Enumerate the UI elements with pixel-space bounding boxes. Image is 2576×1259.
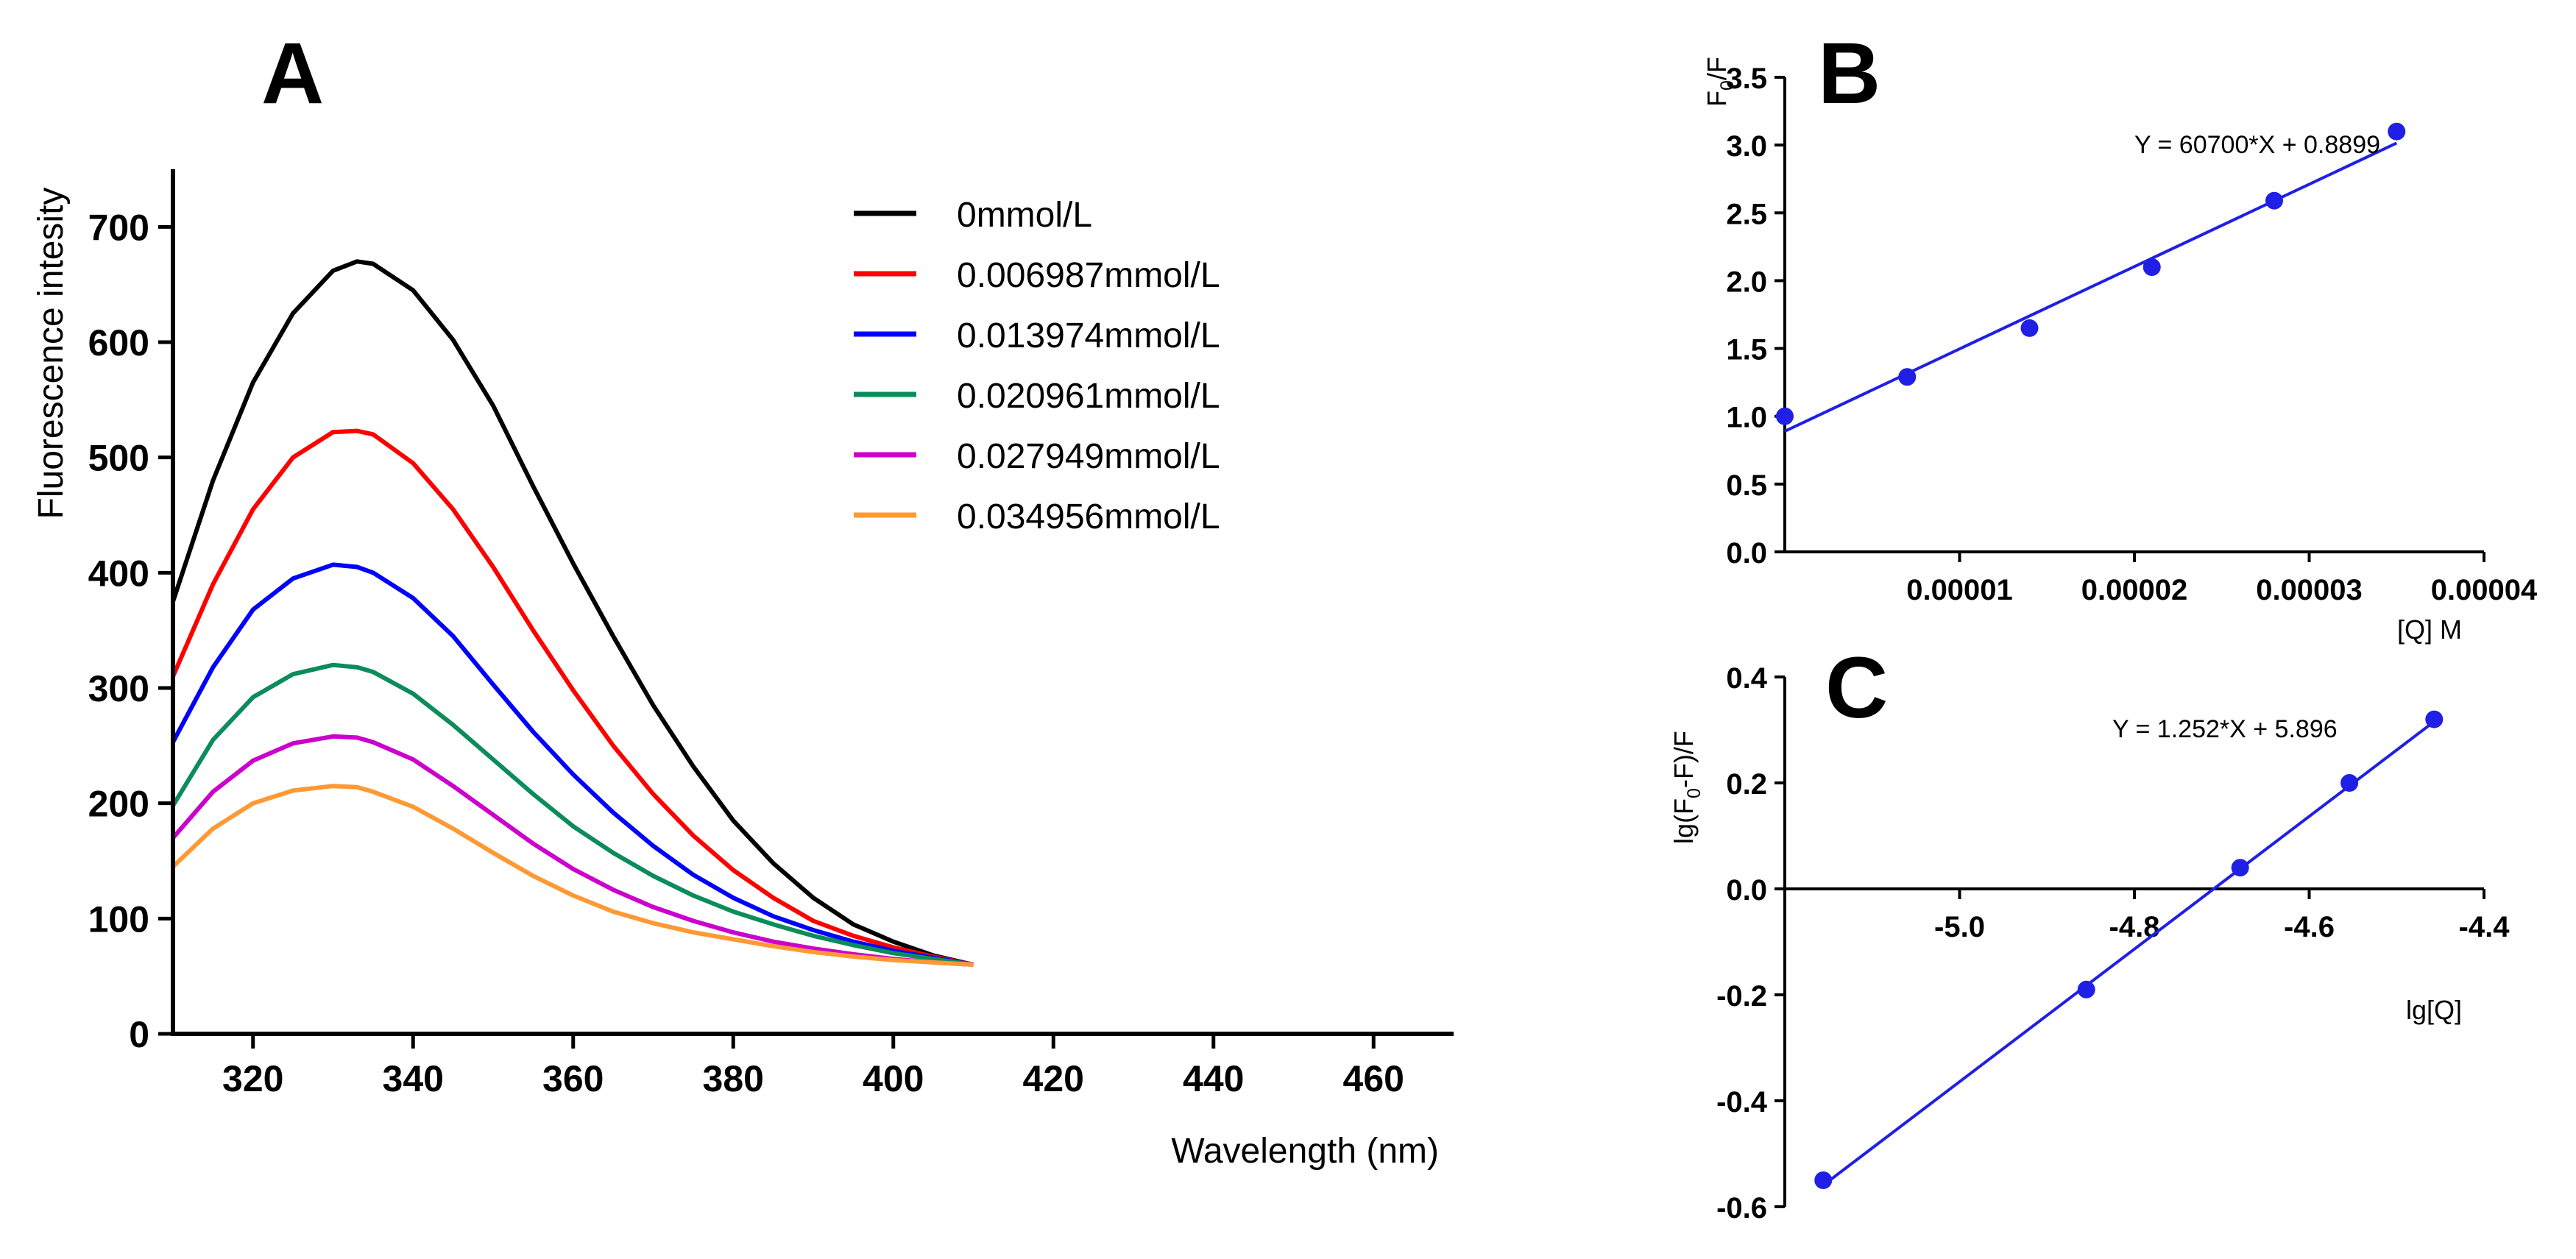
legend-label-5: 0.034956mmol/L bbox=[957, 497, 1220, 536]
series-line-1 bbox=[171, 428, 974, 967]
chart-b-ylabel-main: F bbox=[1702, 91, 1732, 107]
c-x-tick-label-3: -4.4 bbox=[2459, 911, 2510, 943]
chart-a-legend: 0mmol/L 0.006987mmol/L 0.013974mmol/L 0.020… bbox=[854, 196, 1220, 536]
b-x-tick-label-1: 0.00002 bbox=[2081, 574, 2188, 606]
chart-c-equation: Y = 1.252*X + 5.896 bbox=[2112, 715, 2338, 743]
panel-label-c: C bbox=[1825, 639, 1888, 737]
chart-b-xlabel: [Q] M bbox=[2397, 614, 2462, 645]
series-line-4 bbox=[171, 734, 974, 967]
chart-b-point-3 bbox=[2142, 258, 2161, 276]
c-y-tick-label-0: -0.6 bbox=[1716, 1192, 1767, 1224]
chart-b-point-0 bbox=[1776, 407, 1794, 425]
b-y-tick-label-4: 2.0 bbox=[1726, 266, 1767, 298]
y-tick-label-0: 0 bbox=[129, 1014, 149, 1055]
legend-label-2: 0.013974mmol/L bbox=[957, 316, 1220, 355]
chart-c-points bbox=[1814, 710, 2444, 1189]
b-y-tick-label-6: 3.0 bbox=[1726, 130, 1767, 163]
chart-b-ylabel-tail: /F bbox=[1702, 57, 1732, 80]
b-y-tick-label-7: 3.5 bbox=[1726, 63, 1767, 95]
legend-label-3: 0.020961mmol/L bbox=[957, 377, 1220, 416]
chart-a-axes: 320 340 360 380 400 420 440 460 0 100 200 300 400 500… bbox=[88, 169, 1454, 1099]
chart-b-point-4 bbox=[2265, 191, 2283, 210]
chart-b-ylabel-sub: 0 bbox=[1717, 80, 1738, 91]
chart-b-points bbox=[1776, 122, 2406, 425]
y-tick-label-3: 300 bbox=[88, 668, 149, 709]
chart-c-point-1 bbox=[2077, 980, 2095, 999]
x-tick-label-6: 440 bbox=[1183, 1058, 1244, 1099]
c-y-tick-label-1: -0.4 bbox=[1716, 1086, 1768, 1118]
chart-b-equation: Y = 60700*X + 0.8899 bbox=[2134, 131, 2380, 159]
y-tick-label-7: 700 bbox=[88, 207, 149, 248]
c-y-tick-label-5: 0.4 bbox=[1726, 662, 1767, 695]
legend-label-1: 0.006987mmol/L bbox=[957, 256, 1220, 295]
y-tick-label-4: 400 bbox=[88, 553, 149, 594]
series-line-3 bbox=[171, 662, 974, 967]
y-tick-label-5: 500 bbox=[88, 438, 149, 479]
chart-b-point-5 bbox=[2388, 122, 2406, 141]
b-y-tick-label-2: 1.0 bbox=[1726, 402, 1767, 434]
y-tick-label-6: 600 bbox=[88, 322, 149, 363]
chart-b-ylabel: F0/F bbox=[1702, 57, 1738, 107]
chart-a-ylabel: Fluorescence intesity bbox=[32, 188, 71, 519]
x-tick-label-0: 320 bbox=[222, 1058, 283, 1099]
chart-c-ylabel-main: lg(F bbox=[1669, 798, 1699, 844]
b-y-tick-label-0: 0.0 bbox=[1726, 537, 1767, 570]
chart-c-fit-line bbox=[1822, 720, 2435, 1187]
chart-b-axes: 0.0 0.5 1.0 1.5 2.0 2.5 3.0 3.5 0.00001 0.00002 0.… bbox=[1726, 63, 2538, 606]
chart-b-point-1 bbox=[1898, 368, 1917, 386]
chart-c-ylabel-sub: 0 bbox=[1684, 788, 1705, 798]
x-tick-label-4: 400 bbox=[863, 1058, 924, 1099]
chart-c-point-3 bbox=[2340, 774, 2359, 792]
chart-c-point-4 bbox=[2425, 710, 2444, 728]
x-tick-label-3: 380 bbox=[703, 1058, 764, 1099]
c-y-tick-label-2: -0.2 bbox=[1716, 980, 1767, 1012]
panel-label-b: B bbox=[1818, 25, 1880, 122]
series-line-2 bbox=[171, 562, 974, 967]
chart-c: -0.6 -0.4 -0.2 0.0 0.2 0.4 -5.0 -4.8 -4.6 -4.4 Y … bbox=[1669, 662, 2510, 1224]
chart-a-series bbox=[171, 259, 974, 967]
chart-a: 320 340 360 380 400 420 440 460 0 100 200 300 400 500… bbox=[32, 169, 1454, 1171]
chart-b-point-2 bbox=[2020, 319, 2039, 337]
chart-a-xlabel: Wavelength (nm) bbox=[1171, 1132, 1439, 1171]
chart-c-axes: -0.6 -0.4 -0.2 0.0 0.2 0.4 -5.0 -4.8 -4.6 -4.4 bbox=[1716, 662, 2510, 1224]
b-x-tick-label-0: 0.00001 bbox=[1906, 574, 2013, 606]
y-tick-label-2: 200 bbox=[88, 784, 149, 825]
b-y-tick-label-5: 2.5 bbox=[1726, 198, 1767, 230]
b-x-tick-label-3: 0.00004 bbox=[2431, 574, 2538, 606]
b-x-tick-label-2: 0.00003 bbox=[2256, 574, 2363, 606]
panel-label-a: A bbox=[261, 25, 324, 122]
chart-c-ylabel: lg(F0-F)/F bbox=[1669, 731, 1705, 844]
chart-c-xlabel: lg[Q] bbox=[2406, 995, 2462, 1025]
chart-b-fit-line bbox=[1784, 141, 2398, 433]
legend-label-0: 0mmol/L bbox=[957, 196, 1092, 235]
x-tick-label-5: 420 bbox=[1023, 1058, 1084, 1099]
chart-c-fit bbox=[1822, 720, 2435, 1187]
x-tick-label-1: 340 bbox=[383, 1058, 444, 1099]
c-x-tick-label-1: -4.8 bbox=[2109, 911, 2160, 943]
c-x-tick-label-2: -4.6 bbox=[2284, 911, 2335, 943]
c-y-tick-label-4: 0.2 bbox=[1726, 768, 1767, 801]
b-y-tick-label-1: 0.5 bbox=[1726, 469, 1767, 502]
chart-c-point-2 bbox=[2231, 859, 2249, 877]
y-tick-label-1: 100 bbox=[88, 898, 149, 940]
x-tick-label-2: 360 bbox=[542, 1058, 604, 1099]
b-y-tick-label-3: 1.5 bbox=[1726, 334, 1767, 366]
series-line-5 bbox=[171, 784, 974, 967]
chart-b: 0.0 0.5 1.0 1.5 2.0 2.5 3.0 3.5 0.00001 0.00002 0.… bbox=[1702, 57, 2538, 645]
x-tick-label-7: 460 bbox=[1343, 1058, 1404, 1099]
chart-c-ylabel-tail: -F)/F bbox=[1669, 731, 1699, 788]
chart-c-point-0 bbox=[1814, 1171, 1833, 1189]
series-line-0 bbox=[171, 259, 974, 967]
c-x-tick-label-0: -5.0 bbox=[1934, 911, 1985, 943]
c-y-tick-label-3: 0.0 bbox=[1726, 874, 1767, 907]
chart-b-fit bbox=[1784, 141, 2398, 433]
legend-label-4: 0.027949mmol/L bbox=[957, 437, 1220, 476]
